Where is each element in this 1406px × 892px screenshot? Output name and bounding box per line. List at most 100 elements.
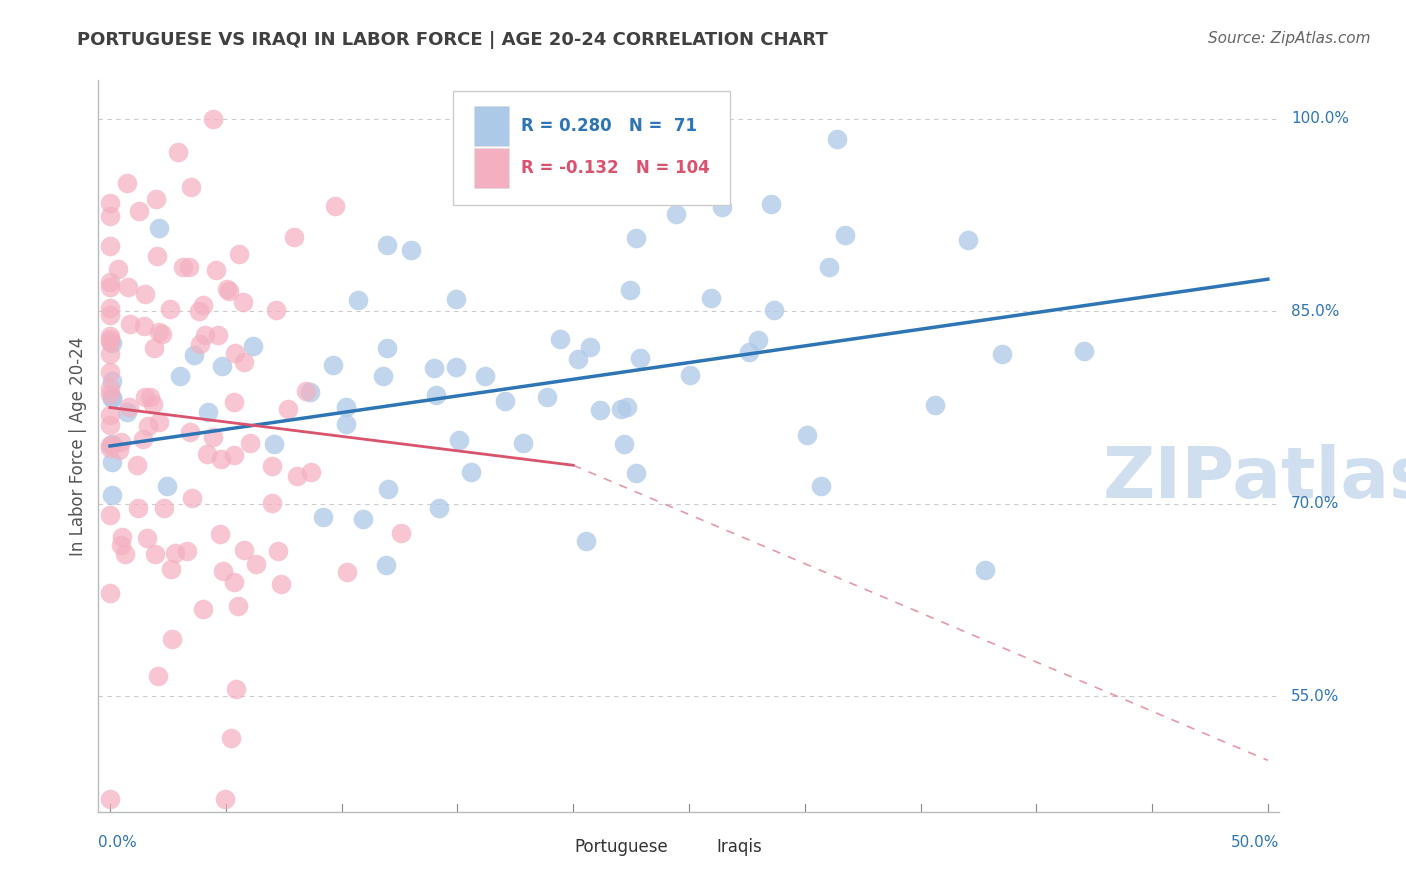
- Point: [578, 340, 600, 354]
- Text: PORTUGUESE VS IRAQI IN LABOR FORCE | AGE 20-24 CORRELATION CHART: PORTUGUESE VS IRAQI IN LABOR FORCE | AGE…: [77, 31, 828, 49]
- Text: 100.0%: 100.0%: [1291, 112, 1348, 127]
- Point: [245, 558, 267, 572]
- Point: [447, 433, 470, 447]
- Point: [98, 328, 121, 343]
- Bar: [474, 148, 509, 188]
- Point: [207, 327, 229, 342]
- Point: [226, 599, 249, 614]
- Point: [264, 303, 287, 318]
- Point: [232, 543, 254, 558]
- Point: [796, 428, 818, 442]
- Point: [924, 398, 946, 412]
- Point: [156, 479, 179, 493]
- Point: [575, 533, 598, 548]
- Point: [460, 465, 482, 479]
- Point: [107, 442, 129, 457]
- Point: [232, 295, 254, 310]
- Point: [132, 432, 155, 446]
- Point: [481, 137, 503, 152]
- Point: [613, 437, 636, 451]
- Point: [1073, 343, 1095, 358]
- Point: [101, 436, 124, 450]
- Point: [172, 260, 194, 274]
- Point: [610, 402, 633, 417]
- Point: [991, 347, 1014, 361]
- Point: [98, 585, 121, 599]
- Point: [474, 369, 496, 384]
- Point: [194, 328, 217, 343]
- Point: [148, 325, 170, 339]
- Point: [98, 279, 121, 293]
- Point: [219, 731, 242, 745]
- Point: [132, 319, 155, 334]
- Point: [738, 344, 761, 359]
- Point: [101, 391, 124, 405]
- Point: [143, 341, 166, 355]
- Point: [422, 361, 444, 376]
- Point: [148, 220, 170, 235]
- Point: [146, 248, 169, 262]
- Point: [209, 451, 232, 466]
- Point: [159, 562, 181, 576]
- Point: [98, 409, 121, 423]
- Point: [138, 390, 160, 404]
- Point: [153, 501, 176, 516]
- Point: [98, 275, 121, 289]
- Point: [957, 233, 980, 247]
- Point: [232, 354, 254, 368]
- Point: [188, 336, 211, 351]
- Point: [111, 530, 134, 544]
- Text: Portuguese: Portuguese: [575, 838, 668, 855]
- Point: [389, 526, 412, 541]
- Point: [346, 293, 368, 307]
- Point: [145, 192, 167, 206]
- Point: [619, 283, 641, 297]
- Point: [214, 792, 236, 806]
- Point: [224, 395, 246, 409]
- Point: [239, 436, 262, 450]
- Point: [679, 368, 702, 382]
- Point: [299, 466, 322, 480]
- Point: [446, 293, 468, 307]
- Point: [98, 792, 121, 806]
- Point: [624, 231, 647, 245]
- Point: [117, 280, 139, 294]
- Point: [107, 262, 129, 277]
- Point: [118, 401, 141, 415]
- Point: [160, 632, 183, 646]
- Point: [98, 441, 121, 455]
- Text: R = 0.280   N =  71: R = 0.280 N = 71: [522, 118, 697, 136]
- Text: Source: ZipAtlas.com: Source: ZipAtlas.com: [1208, 31, 1371, 46]
- Point: [352, 512, 374, 526]
- Point: [375, 238, 398, 252]
- Point: [98, 301, 121, 316]
- Point: [818, 260, 841, 274]
- Point: [212, 564, 235, 578]
- Point: [399, 243, 422, 257]
- Point: [101, 391, 124, 405]
- Point: [183, 348, 205, 362]
- Point: [204, 263, 226, 277]
- Point: [98, 332, 121, 346]
- Point: [335, 400, 357, 414]
- Point: [277, 401, 299, 416]
- Point: [202, 112, 225, 126]
- Point: [825, 132, 848, 146]
- Text: 0.0%: 0.0%: [98, 835, 138, 850]
- Point: [263, 437, 285, 451]
- FancyBboxPatch shape: [453, 91, 730, 204]
- Point: [548, 332, 571, 346]
- Point: [165, 546, 187, 560]
- Point: [110, 434, 132, 449]
- Point: [208, 527, 231, 541]
- Point: [98, 508, 121, 522]
- Point: [143, 547, 166, 561]
- Point: [134, 286, 156, 301]
- Point: [180, 180, 202, 194]
- Point: [180, 491, 202, 505]
- Point: [700, 291, 723, 305]
- Text: R = -0.132   N = 104: R = -0.132 N = 104: [522, 159, 710, 177]
- Point: [628, 351, 651, 366]
- Text: 85.0%: 85.0%: [1291, 304, 1340, 318]
- Point: [285, 469, 308, 483]
